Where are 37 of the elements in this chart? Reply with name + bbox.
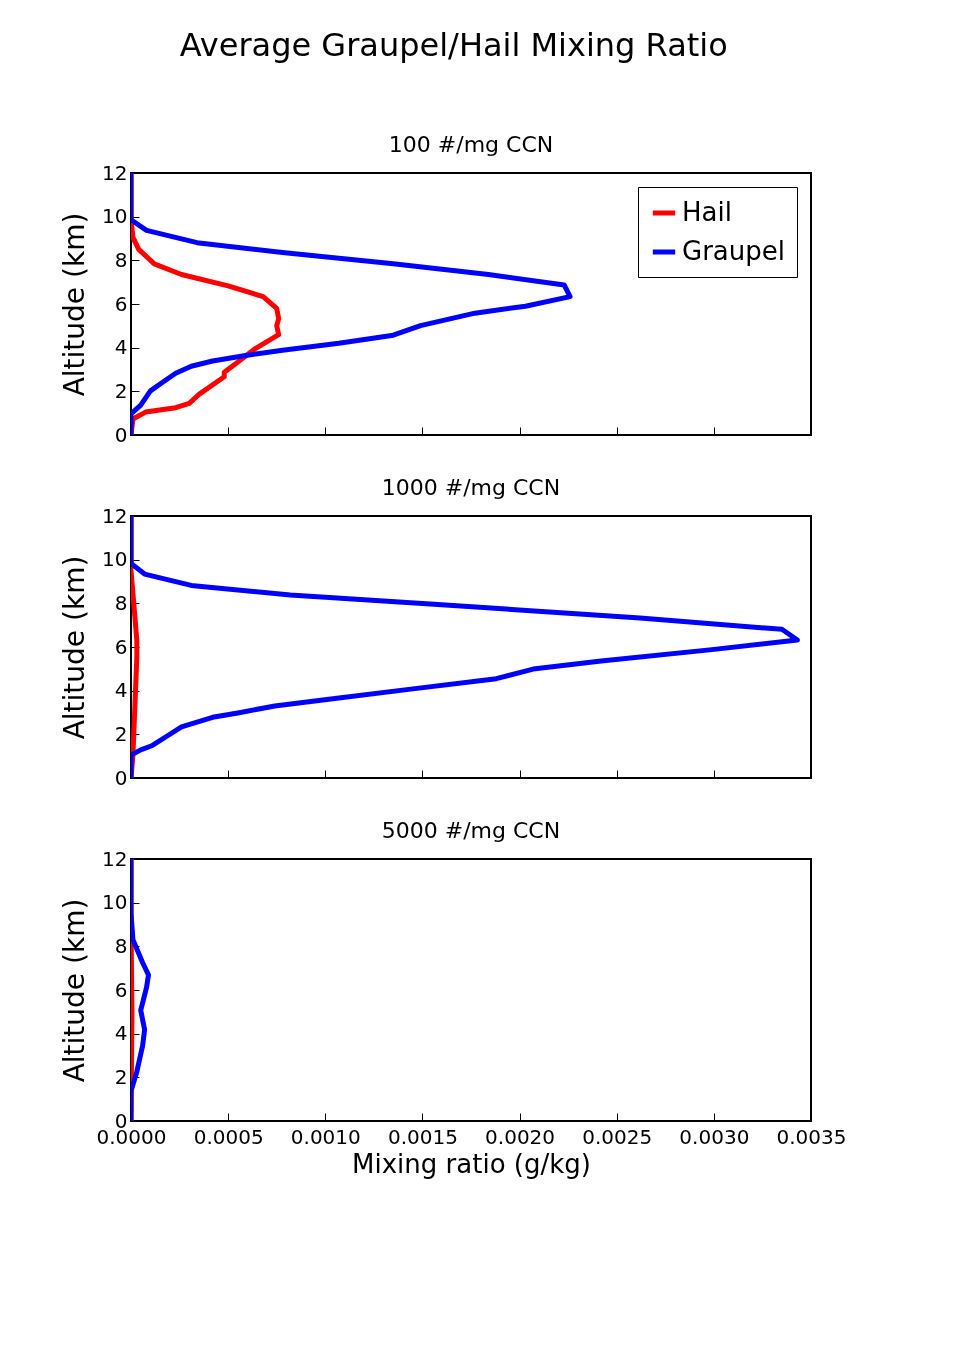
chart-title: 5000 #/mg CCN [381, 818, 561, 843]
y-tick-label: 8 [114, 933, 128, 958]
chart-subtitle: 100 #/mg CCN [388, 132, 554, 157]
y-tick-label: 2 [114, 721, 128, 746]
x-axis-title: Mixing ratio (g/kg) [352, 1148, 591, 1179]
x-tick-label: 0.0030 [679, 1124, 750, 1149]
chart-title: Average Graupel/Hail Mixing Ratio [179, 26, 728, 64]
legend-label: Graupel [682, 236, 785, 266]
y-tick-label: 8 [114, 247, 128, 272]
y-axis-title: Altitude (km) [58, 555, 92, 740]
y-tick-label: 2 [114, 1064, 128, 1089]
x-tick-label: 0.0025 [582, 1124, 653, 1149]
x-tick-label: 0.0035 [776, 1124, 847, 1149]
y-tick-label: 0 [114, 765, 128, 790]
y-tick-label: 12 [102, 503, 128, 528]
y-tick-label: 8 [114, 590, 128, 615]
y-tick-label: 4 [114, 1021, 128, 1046]
y-tick-label: 6 [114, 291, 128, 316]
chart-title: 1000 #/mg CCN [381, 475, 561, 500]
legend-label: Hail [682, 197, 732, 227]
y-tick-label: 12 [102, 846, 128, 871]
y-axis-title: Altitude (km) [58, 212, 92, 397]
x-tick-label: 0.0010 [290, 1124, 361, 1149]
y-tick-label: 4 [114, 335, 128, 360]
y-tick-label: 4 [114, 678, 128, 703]
y-tick-label: 10 [102, 204, 128, 229]
y-tick-label: 10 [102, 890, 128, 915]
y-tick-label: 6 [114, 977, 128, 1002]
x-tick-label: 0.0020 [485, 1124, 556, 1149]
x-tick-label: 0.0015 [387, 1124, 458, 1149]
y-tick-label: 12 [102, 160, 128, 185]
y-tick-label: 10 [102, 547, 128, 572]
x-tick-label: 0.0005 [193, 1124, 264, 1149]
y-tick-label: 0 [114, 422, 128, 447]
y-tick-label: 6 [114, 634, 128, 659]
y-tick-label: 2 [114, 378, 128, 403]
y-axis-title: Altitude (km) [58, 898, 92, 1083]
